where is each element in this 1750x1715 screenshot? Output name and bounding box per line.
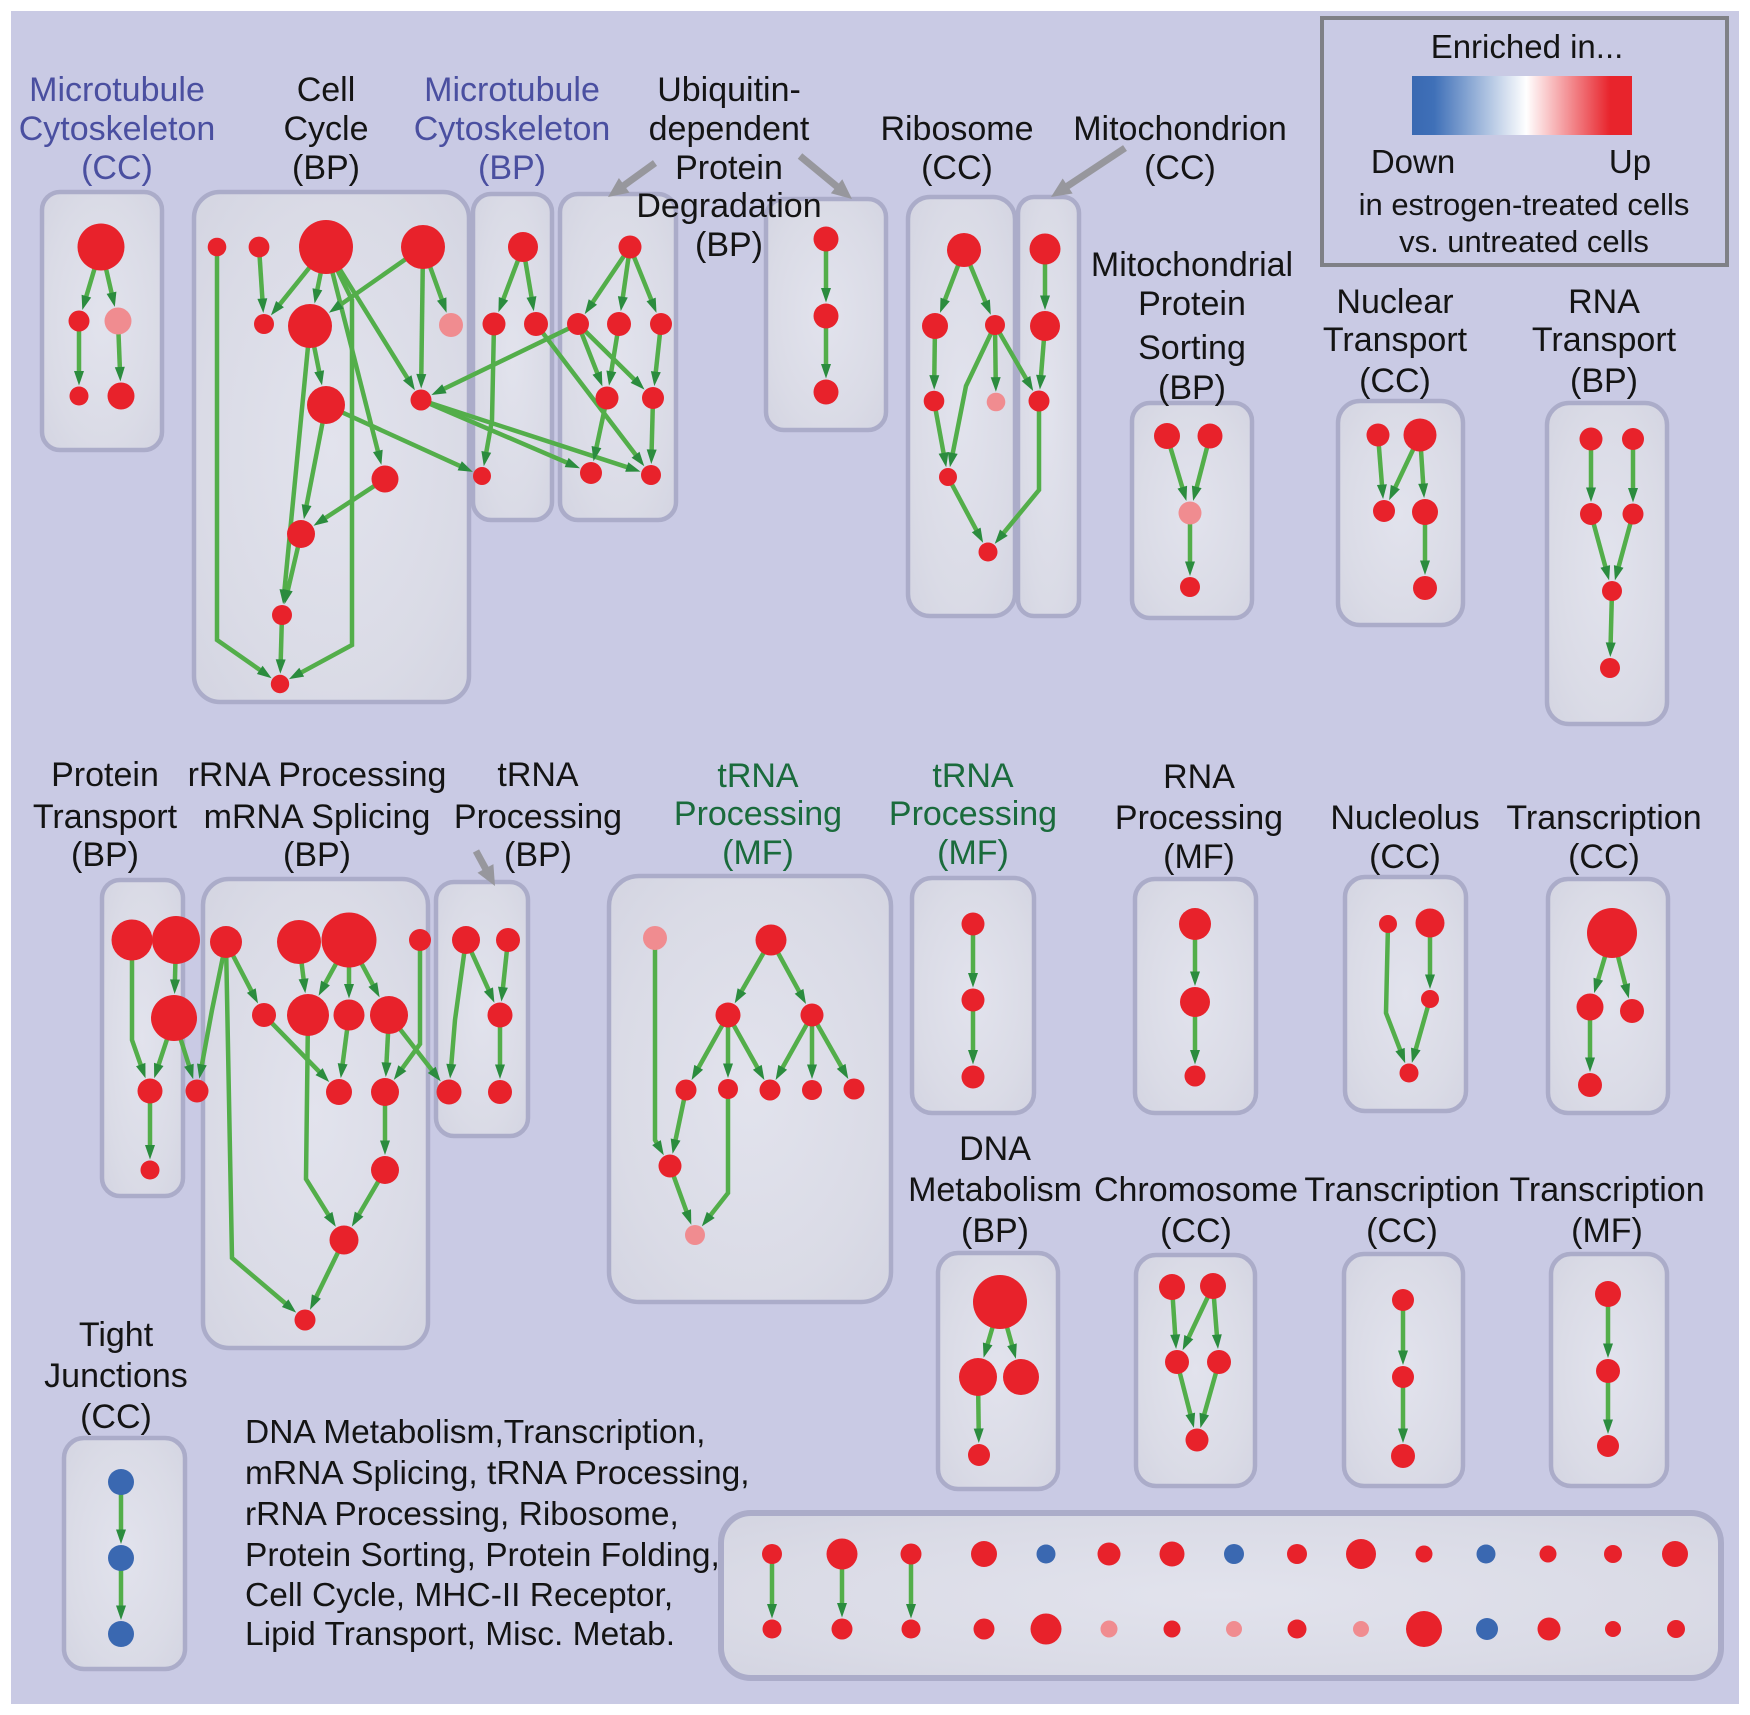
svg-text:Processing: Processing <box>674 795 842 833</box>
svg-text:(BP): (BP) <box>961 1212 1029 1250</box>
svg-text:Transport: Transport <box>1532 321 1677 359</box>
svg-text:in estrogen-treated cells: in estrogen-treated cells <box>1359 187 1690 222</box>
svg-text:(CC): (CC) <box>921 149 993 187</box>
svg-text:(CC): (CC) <box>1568 838 1640 876</box>
svg-text:(BP): (BP) <box>71 836 139 874</box>
svg-text:Degradation: Degradation <box>636 187 821 225</box>
svg-text:Microtubule: Microtubule <box>424 71 600 109</box>
svg-text:(MF): (MF) <box>1571 1212 1643 1250</box>
svg-text:Chromosome: Chromosome <box>1094 1171 1298 1209</box>
svg-text:tRNA: tRNA <box>717 757 799 795</box>
svg-text:(CC): (CC) <box>1160 1212 1232 1250</box>
svg-text:Protein: Protein <box>1138 285 1246 323</box>
svg-text:Tight: Tight <box>79 1316 154 1354</box>
svg-text:Down: Down <box>1371 143 1455 180</box>
svg-text:RNA: RNA <box>1568 283 1640 321</box>
svg-text:(BP): (BP) <box>283 836 351 874</box>
svg-text:Cytoskeleton: Cytoskeleton <box>19 110 216 148</box>
svg-text:tRNA: tRNA <box>497 756 579 794</box>
svg-text:rRNA Processing, Ribosome,: rRNA Processing, Ribosome, <box>245 1496 679 1533</box>
svg-text:Cell: Cell <box>297 71 356 109</box>
svg-text:Nucleolus: Nucleolus <box>1330 799 1479 837</box>
svg-text:vs. untreated cells: vs. untreated cells <box>1399 224 1649 259</box>
svg-text:Protein Sorting, Protein Foldi: Protein Sorting, Protein Folding, <box>245 1537 720 1574</box>
svg-text:Transcription: Transcription <box>1304 1171 1499 1209</box>
svg-text:Ribosome: Ribosome <box>880 110 1033 148</box>
svg-text:tRNA: tRNA <box>932 757 1014 795</box>
svg-text:Protein: Protein <box>675 149 783 187</box>
svg-text:(BP): (BP) <box>1570 362 1638 400</box>
svg-text:Transport: Transport <box>33 798 178 836</box>
svg-text:Mitochondrion: Mitochondrion <box>1073 110 1287 148</box>
svg-text:Transcription: Transcription <box>1506 799 1701 837</box>
svg-text:(CC): (CC) <box>81 149 153 187</box>
svg-text:mRNA Splicing: mRNA Splicing <box>204 798 431 836</box>
svg-text:(CC): (CC) <box>1144 149 1216 187</box>
svg-text:(MF): (MF) <box>937 834 1009 872</box>
svg-text:Up: Up <box>1609 143 1651 180</box>
svg-text:(CC): (CC) <box>1359 362 1431 400</box>
svg-text:(BP): (BP) <box>1158 369 1226 407</box>
svg-text:Cycle: Cycle <box>283 110 368 148</box>
svg-text:DNA: DNA <box>959 1130 1031 1168</box>
svg-text:(BP): (BP) <box>292 149 360 187</box>
svg-text:Processing: Processing <box>454 798 622 836</box>
svg-text:Mitochondrial: Mitochondrial <box>1091 246 1293 284</box>
svg-text:(BP): (BP) <box>695 226 763 264</box>
svg-text:Sorting: Sorting <box>1138 329 1246 367</box>
svg-text:Junctions: Junctions <box>44 1357 188 1395</box>
svg-text:Lipid Transport, Misc. Metab.: Lipid Transport, Misc. Metab. <box>245 1616 675 1653</box>
svg-text:(CC): (CC) <box>80 1398 152 1436</box>
svg-text:Protein: Protein <box>51 756 159 794</box>
svg-text:(CC): (CC) <box>1366 1212 1438 1250</box>
svg-text:Microtubule: Microtubule <box>29 71 205 109</box>
svg-text:Metabolism: Metabolism <box>908 1171 1082 1209</box>
svg-text:(MF): (MF) <box>1163 838 1235 876</box>
svg-text:(BP): (BP) <box>478 149 546 187</box>
svg-text:Processing: Processing <box>889 795 1057 833</box>
svg-text:Processing: Processing <box>1115 799 1283 837</box>
svg-text:Enriched in...: Enriched in... <box>1431 28 1624 65</box>
svg-text:Nuclear: Nuclear <box>1336 283 1453 321</box>
svg-text:rRNA Processing: rRNA Processing <box>188 756 447 794</box>
svg-text:Ubiquitin-: Ubiquitin- <box>657 71 801 109</box>
svg-text:dependent: dependent <box>649 110 810 148</box>
svg-text:Transcription: Transcription <box>1509 1171 1704 1209</box>
svg-text:DNA Metabolism,Transcription,: DNA Metabolism,Transcription, <box>245 1414 705 1451</box>
svg-text:Transport: Transport <box>1323 321 1468 359</box>
svg-text:(CC): (CC) <box>1369 838 1441 876</box>
svg-text:Cell Cycle, MHC-II Receptor,: Cell Cycle, MHC-II Receptor, <box>245 1577 673 1614</box>
svg-text:RNA: RNA <box>1163 758 1235 796</box>
svg-text:Cytoskeleton: Cytoskeleton <box>414 110 611 148</box>
svg-text:(MF): (MF) <box>722 834 794 872</box>
svg-text:(BP): (BP) <box>504 836 572 874</box>
svg-text:mRNA Splicing, tRNA Processing: mRNA Splicing, tRNA Processing, <box>245 1455 750 1492</box>
